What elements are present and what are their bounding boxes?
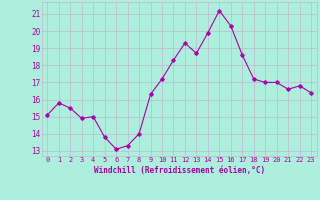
X-axis label: Windchill (Refroidissement éolien,°C): Windchill (Refroidissement éolien,°C) [94,166,265,175]
